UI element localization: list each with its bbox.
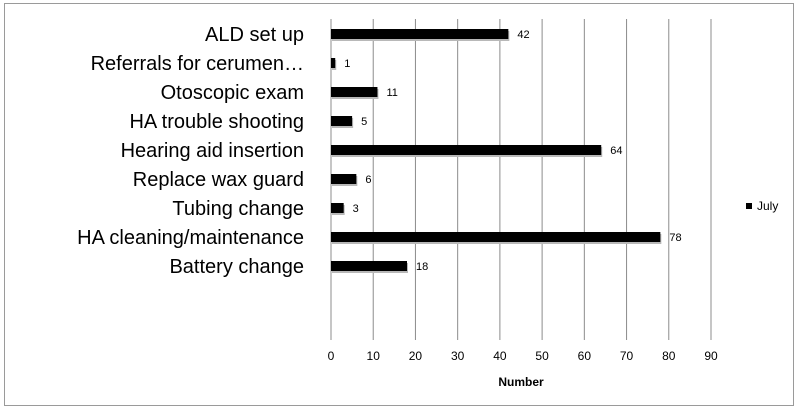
chart-frame [4, 3, 794, 406]
data-label: 11 [386, 87, 397, 99]
bar [331, 174, 357, 184]
bar [331, 116, 353, 126]
category-label: Referrals for cerumen… [91, 53, 304, 75]
category-label: ALD set up [205, 24, 304, 46]
category-label: Battery change [169, 256, 304, 278]
bar [331, 261, 407, 271]
data-label: 5 [361, 116, 367, 128]
category-label: Tubing change [172, 198, 304, 220]
x-tick-label: 50 [535, 349, 549, 363]
x-tick-label: 10 [367, 349, 381, 363]
bars [331, 29, 662, 273]
bar [331, 232, 661, 242]
legend-swatch [746, 203, 752, 209]
legend-label: July [757, 199, 778, 213]
x-tick-labels: 0 10 20 30 40 50 60 70 80 90 [328, 349, 718, 363]
x-tick-label: 80 [662, 349, 676, 363]
x-axis-title: Number [498, 375, 544, 389]
category-labels: ALD set up Referrals for cerumen… Otoscopi… [77, 24, 304, 278]
data-label: 18 [416, 261, 428, 273]
gridlines [330, 19, 712, 340]
category-label: HA trouble shooting [129, 111, 304, 133]
x-tick-label: 20 [409, 349, 423, 363]
bar [331, 145, 602, 155]
data-label: 6 [365, 174, 371, 186]
category-label: Otoscopic exam [161, 82, 304, 104]
x-tick-label: 0 [328, 349, 335, 363]
x-tick-label: 30 [451, 349, 465, 363]
data-label: 1 [344, 58, 350, 70]
category-label: HA cleaning/maintenance [77, 227, 304, 249]
data-label: 64 [610, 145, 622, 157]
data-label: 78 [669, 232, 681, 244]
data-label: 3 [353, 203, 359, 215]
x-tick-label: 70 [620, 349, 634, 363]
legend: July [746, 199, 778, 213]
category-label: Hearing aid insertion [121, 140, 304, 162]
bar [331, 87, 378, 97]
x-tick-label: 90 [704, 349, 718, 363]
x-tick-label: 40 [493, 349, 507, 363]
data-label: 42 [517, 29, 529, 41]
bar [331, 29, 509, 39]
bar [331, 203, 344, 213]
x-tick-label: 60 [578, 349, 592, 363]
category-label: Replace wax guard [133, 169, 304, 191]
bar [331, 58, 336, 68]
